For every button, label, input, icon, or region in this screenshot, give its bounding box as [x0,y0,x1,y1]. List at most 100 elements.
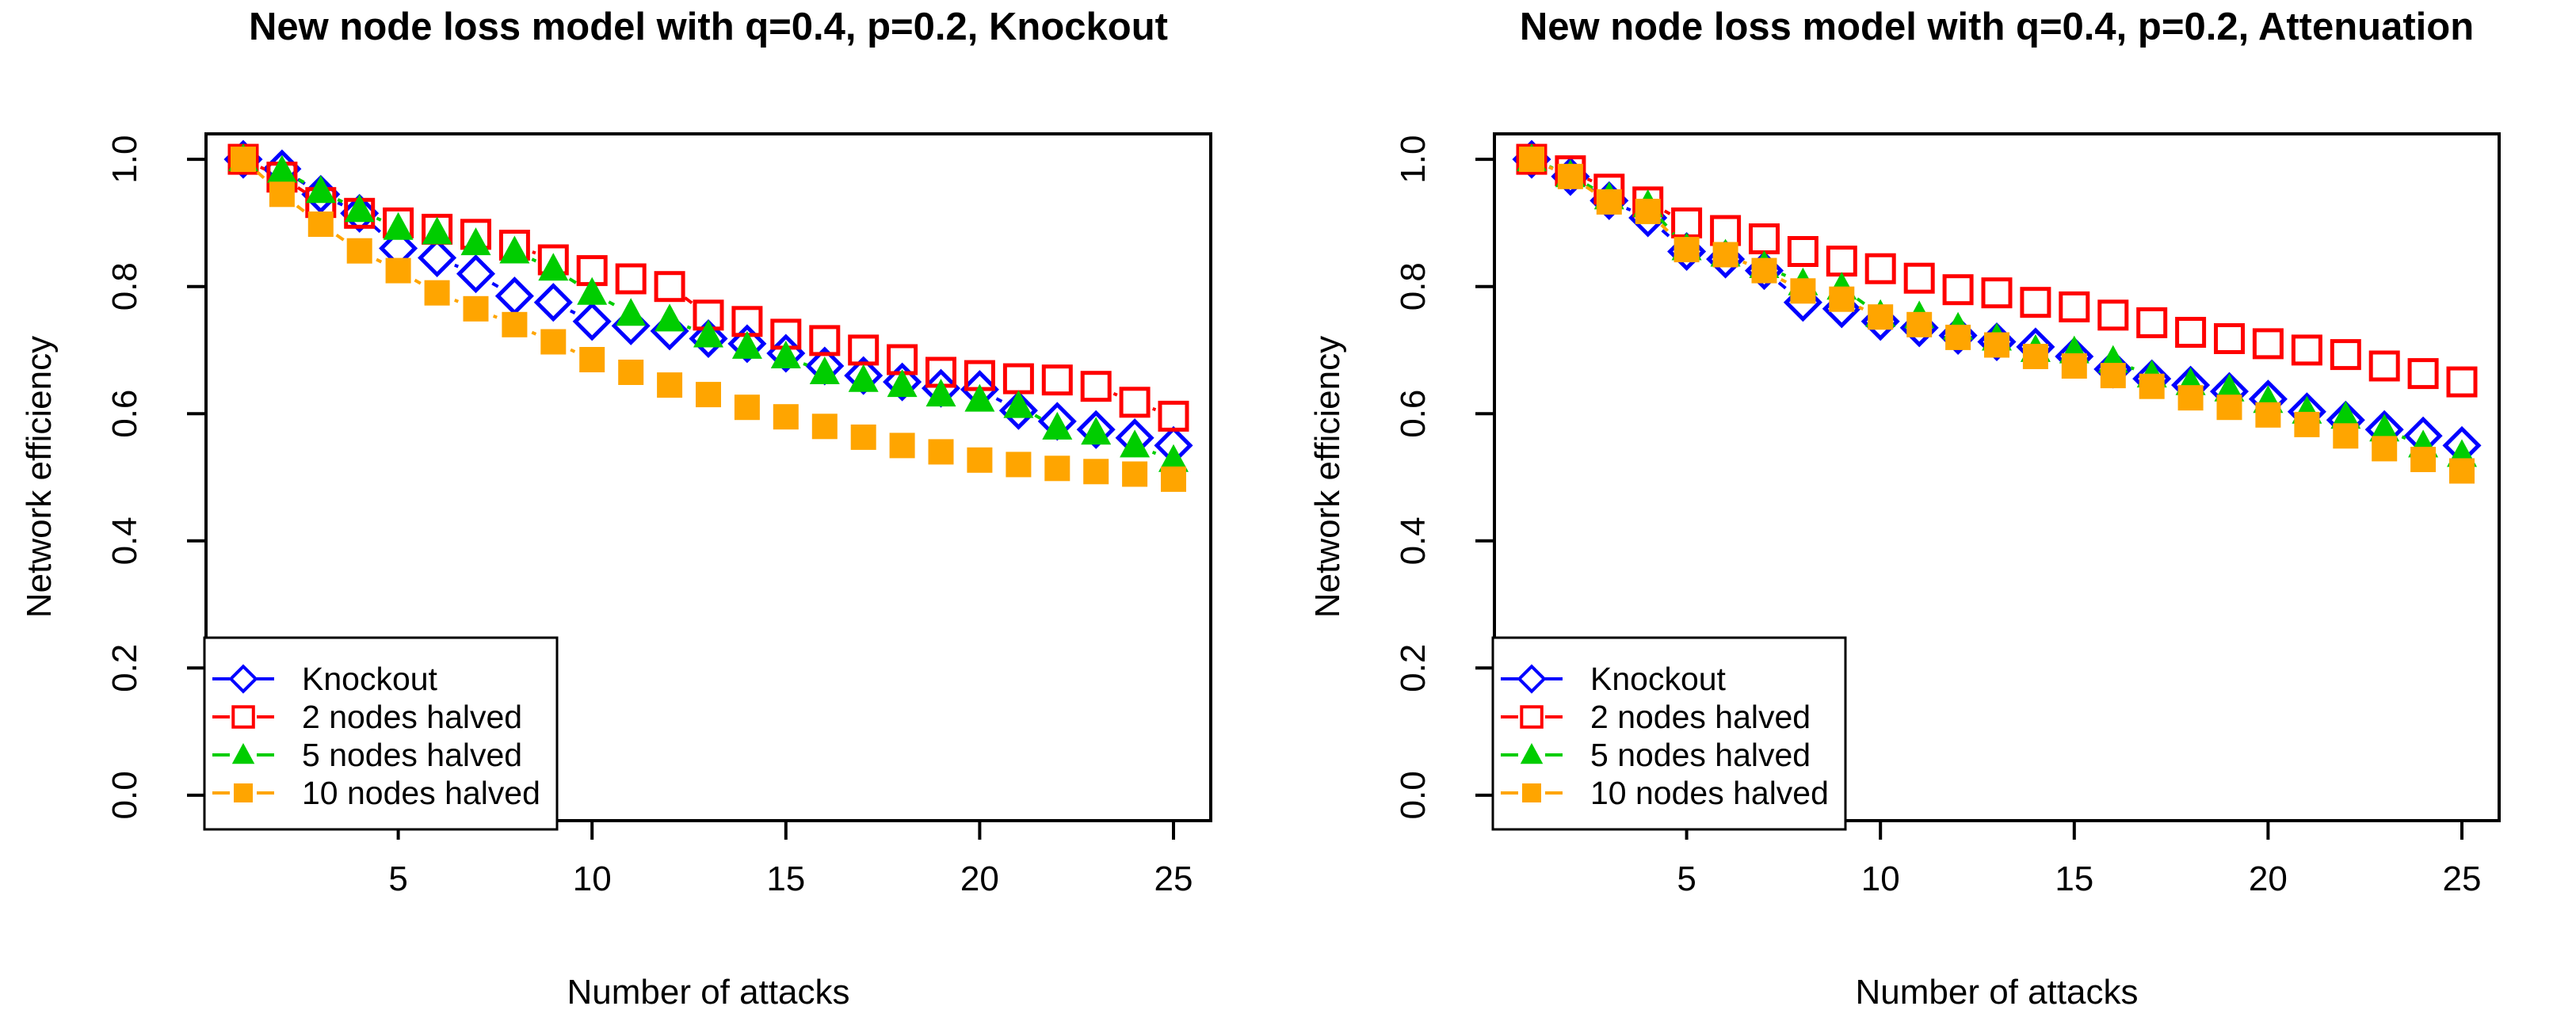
series-10-nodes-halved [231,147,1186,492]
data-point [964,383,995,412]
data-point [1942,274,1974,306]
legend-marker-square-open [231,705,255,729]
y-tick-label: 0.4 [105,516,144,565]
data-point [811,414,838,440]
legend-marker-square-open [1520,705,1544,729]
data-point [1161,466,1186,492]
data-point [2449,458,2475,484]
data-point [499,235,530,264]
data-point [2022,344,2048,369]
data-point [850,424,876,450]
data-point [2330,339,2361,371]
series-line-segment [372,224,386,237]
data-point [773,404,799,430]
data-point [731,330,762,359]
series-line-segment [995,397,1003,403]
legend-item-label: Knockout [1590,661,1727,697]
series-line-segment [454,263,460,269]
data-point [618,360,644,385]
series-line-segment [337,198,344,204]
series-line-segment [1780,278,1788,284]
data-point [460,227,491,256]
data-point [1981,277,2013,309]
data-point [2446,366,2478,398]
data-point [1751,257,1777,284]
data-point [383,212,414,240]
series-line-segment [259,166,265,171]
data-point [770,341,801,368]
data-point [572,302,612,341]
data-point [1945,324,1971,350]
series-line-segment [531,330,537,336]
x-tick-label: 25 [1154,859,1193,898]
data-point [2100,363,2126,389]
data-point [2410,447,2437,472]
data-point [2252,328,2284,360]
data-point [654,271,685,303]
data-point [385,257,411,284]
x-axis-label: Number of attacks [1855,973,2139,1012]
data-point [887,369,918,398]
data-point [883,362,922,402]
series-2-nodes-halved [1516,143,2478,398]
data-point [1673,237,1700,263]
panel-title-attenuation: New node loss model with q=0.4, p=0.2, A… [1519,6,2475,48]
data-point [266,154,297,183]
data-point [1519,147,1544,173]
data-point [1158,400,1189,432]
series-line-segment [570,309,576,314]
data-point [693,319,723,348]
x-axis-label: Number of attacks [567,973,850,1012]
data-point [1903,262,1935,294]
legend-box [203,636,559,831]
data-point [928,439,954,465]
data-point [579,347,605,372]
data-point [538,253,569,281]
series-line-segment [335,233,345,242]
series-line-segment [1660,223,1674,238]
data-point [1076,410,1116,449]
series-line-segment [1152,407,1157,412]
series-line-segment [337,201,344,207]
plot-box [204,132,1212,822]
data-point [1635,198,1661,224]
legend-item-label: 5 nodes halved [1590,737,1811,773]
data-point [1158,444,1189,472]
data-point [1984,332,2009,358]
x-tick-label: 5 [388,859,407,898]
series-line-segment [1742,260,1748,265]
data-point [307,212,334,237]
data-point [615,263,647,295]
y-tick-label: 1.0 [1394,135,1433,184]
panel-attenuation: New node loss model with q=0.4, p=0.2, A… [1288,0,2576,1029]
legend-box [1491,636,1847,831]
legend-item-label: 5 nodes halved [302,737,522,773]
legend-marker-diamond-open [228,664,258,694]
data-point [424,280,450,306]
legend-marker-square-filled [234,783,253,802]
data-point [689,318,728,359]
series-line-segment [2130,366,2135,371]
y-tick-label: 1.0 [105,135,144,184]
data-point [616,298,647,326]
series-10-nodes-halved [1519,147,2475,484]
legend-item-label: 2 nodes halved [1590,699,1811,735]
data-point [1557,163,1583,189]
x-tick-label: 15 [2055,859,2093,898]
series-line-segment [1586,177,1593,183]
x-tick-label: 20 [960,859,999,898]
series-line-segment [608,300,616,307]
data-point [340,193,380,233]
series-line-segment [376,216,382,222]
series-line-segment [296,204,307,214]
legend-item-label: 2 nodes halved [302,699,522,735]
data-point [577,276,608,305]
data-point [269,181,295,208]
data-point [848,364,879,392]
data-point [1002,363,1034,394]
y-tick-label: 0.6 [1394,390,1433,438]
